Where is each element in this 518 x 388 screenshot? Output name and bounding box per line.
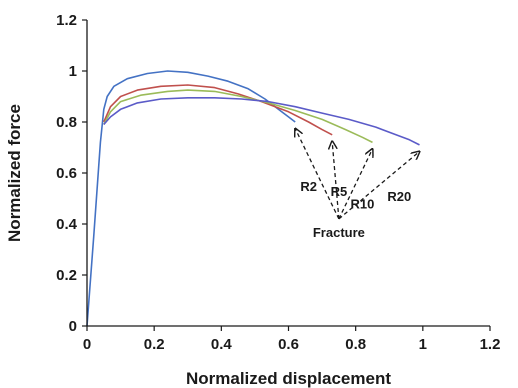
y-tick-label: 0.8 bbox=[56, 114, 77, 131]
y-tick-label: 1.2 bbox=[56, 12, 77, 29]
y-ticks: 0 0.2 0.4 0.6 0.8 1 1.2 bbox=[56, 12, 87, 335]
fracture-arrow-4 bbox=[338, 152, 420, 220]
y-tick-label: 0.2 bbox=[56, 267, 77, 284]
x-ticks: 0 0.2 0.4 0.6 0.8 1 1.2 bbox=[83, 326, 501, 353]
series-layer bbox=[86, 70, 420, 327]
series-line-r2 bbox=[86, 70, 296, 327]
annotation-label-r20: R20 bbox=[387, 189, 411, 204]
annotation-label-r10: R10 bbox=[350, 197, 374, 212]
x-tick-label: 0.2 bbox=[144, 336, 165, 353]
annotation-label-r5: R5 bbox=[331, 184, 348, 199]
y-axis-title: Normalized force bbox=[5, 104, 24, 242]
x-tick-label: 0.6 bbox=[278, 336, 299, 353]
fracture-arrow-1 bbox=[295, 129, 340, 220]
x-tick-label: 1.2 bbox=[480, 336, 501, 353]
fracture-arrow-2 bbox=[332, 141, 340, 219]
axes bbox=[86, 20, 490, 327]
series-line-r10 bbox=[103, 89, 373, 144]
x-tick-label: 1 bbox=[419, 336, 427, 353]
y-tick-label: 0 bbox=[69, 318, 77, 335]
annotation-label-r2: R2 bbox=[300, 179, 317, 194]
series-line-r20 bbox=[103, 97, 420, 146]
y-tick-label: 0.4 bbox=[56, 216, 78, 233]
series-line-r5 bbox=[103, 84, 333, 136]
y-tick-label: 1 bbox=[69, 63, 77, 80]
x-tick-label: 0.8 bbox=[345, 336, 366, 353]
fracture-arrow-3 bbox=[338, 149, 373, 220]
annotation-label-fracture: Fracture bbox=[313, 225, 365, 240]
x-axis-title: Normalized displacement bbox=[186, 369, 391, 388]
y-tick-label: 0.6 bbox=[56, 165, 77, 182]
x-tick-label: 0.4 bbox=[211, 336, 233, 353]
x-tick-label: 0 bbox=[83, 336, 91, 353]
